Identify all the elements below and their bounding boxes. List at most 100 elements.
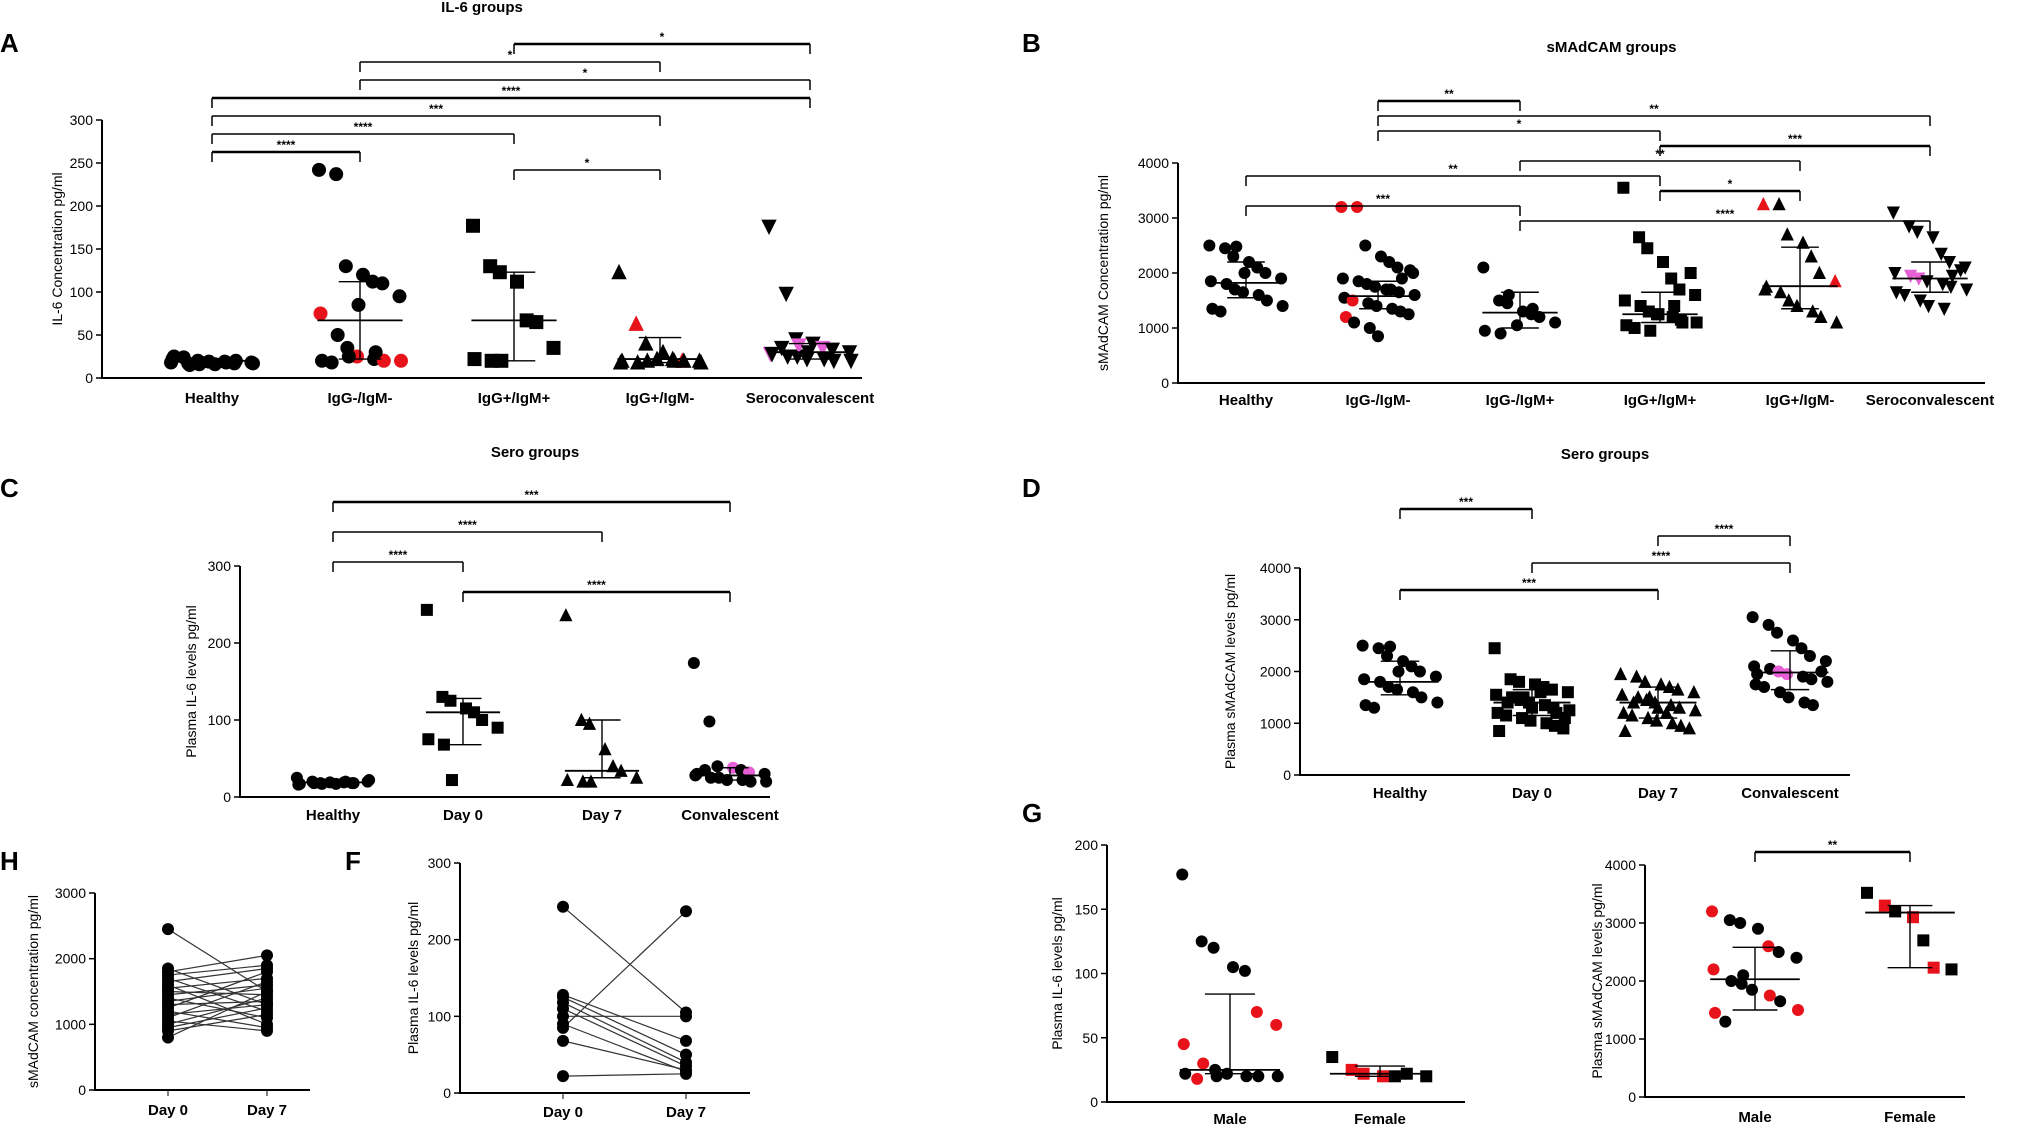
- data-point: [1910, 225, 1924, 239]
- data-point: [560, 772, 574, 787]
- data-point: [1671, 682, 1685, 696]
- paired-line: [167, 967, 268, 983]
- data-point: [1774, 995, 1787, 1008]
- y-tick-label: 1000: [1260, 715, 1291, 731]
- data-point: [687, 657, 700, 670]
- data-point: [744, 775, 757, 788]
- data-point: [1674, 718, 1688, 732]
- paired-line: [167, 977, 268, 989]
- y-tick-label: 0: [1628, 1089, 1636, 1105]
- panel-c: C Sero groups 0 100 200 300 Plasma IL-6 levels…: [0, 444, 779, 824]
- data-point: [791, 338, 807, 354]
- paired-line: [167, 954, 268, 973]
- data-point: [1746, 983, 1758, 996]
- paired-line: [167, 987, 268, 1002]
- data-point: [1806, 699, 1819, 712]
- data-point: [1888, 267, 1902, 281]
- data-point: [176, 350, 191, 365]
- data-point: [1545, 683, 1558, 696]
- data-point: [630, 770, 644, 784]
- data-point: [1763, 989, 1776, 1002]
- data-point: [1812, 265, 1827, 279]
- data-point: [1751, 668, 1764, 681]
- data-point: [1348, 316, 1361, 329]
- data-point: [1814, 309, 1828, 323]
- significance-label: *: [585, 156, 590, 170]
- y-tick-label: 300: [428, 855, 452, 871]
- y-tick-label: 0: [85, 370, 93, 386]
- y-axis-label: sMAdCAM concentration pg/ml: [25, 895, 41, 1088]
- data-point: [1642, 690, 1657, 704]
- data-point: [1668, 300, 1681, 312]
- x-category-label: Healthy: [185, 390, 240, 407]
- data-point: [422, 733, 435, 746]
- y-axis-label: Plasma sMAdCAM levels pg/ml: [1589, 883, 1605, 1078]
- y-tick-label: 200: [208, 635, 232, 651]
- data-point: [1913, 294, 1927, 308]
- x-category-label: IgG-/IgM-: [1346, 392, 1411, 409]
- data-point: [1431, 696, 1444, 709]
- panel-letter: B: [1022, 28, 1041, 58]
- data-point: [1628, 322, 1641, 334]
- data-point: [1719, 1015, 1732, 1028]
- point-day7: [680, 1067, 692, 1080]
- panel-letter: A: [0, 28, 19, 58]
- y-tick-label: 150: [70, 241, 94, 257]
- y-tick-label: 100: [1075, 966, 1099, 982]
- data-point: [1633, 231, 1646, 244]
- data-point: [799, 352, 815, 368]
- paired-line: [167, 990, 268, 996]
- data-point: [1477, 261, 1490, 274]
- data-point: [392, 289, 407, 304]
- data-point: [445, 774, 458, 787]
- data-point: [1346, 294, 1359, 307]
- data-point: [693, 354, 709, 370]
- y-tick-label: 0: [223, 789, 231, 805]
- data-point: [338, 259, 353, 274]
- data-point: [1557, 722, 1570, 735]
- data-point: [1676, 316, 1689, 329]
- data-point: [1780, 227, 1794, 241]
- data-point: [1336, 272, 1349, 285]
- data-point: [1944, 280, 1958, 294]
- data-point: [1926, 231, 1940, 245]
- data-point: [1219, 242, 1232, 255]
- x-category-label: Female: [1354, 1111, 1406, 1127]
- data-point: [1804, 249, 1818, 263]
- paired-line: [167, 1010, 268, 1029]
- data-point: [1792, 1004, 1804, 1016]
- x-category-label: Healthy: [306, 807, 361, 824]
- panel-title: Sero groups: [1561, 446, 1649, 463]
- x-category-label: Seroconvalescent: [1866, 392, 1994, 409]
- data-point: [760, 775, 773, 788]
- data-point: [1517, 691, 1530, 704]
- y-tick-label: 0: [78, 1082, 86, 1098]
- data-point: [312, 162, 326, 177]
- data-point: [1408, 289, 1421, 301]
- y-tick-label: 3000: [1138, 210, 1169, 226]
- data-point: [1369, 280, 1381, 293]
- paired-line: [167, 971, 268, 1009]
- y-tick-label: 300: [70, 112, 94, 128]
- data-point: [1513, 675, 1526, 688]
- data-point: [1665, 716, 1680, 730]
- data-point: [1762, 618, 1775, 631]
- data-point: [1356, 639, 1369, 652]
- y-tick-label: 50: [1082, 1030, 1098, 1046]
- y-tick-label: 200: [428, 932, 452, 948]
- data-point: [1271, 1070, 1284, 1083]
- data-point: [1359, 239, 1372, 252]
- significance-label: ***: [1459, 495, 1473, 509]
- data-point: [356, 267, 370, 282]
- data-point: [1176, 868, 1189, 881]
- y-tick-label: 0: [443, 1085, 451, 1101]
- point-day0: [162, 1031, 174, 1044]
- panel-letter: F: [345, 846, 361, 876]
- data-point: [1363, 322, 1376, 334]
- data-point: [778, 286, 794, 303]
- x-category-label: Day 7: [666, 1104, 706, 1121]
- data-point: [1709, 1006, 1721, 1019]
- y-tick-label: 50: [77, 327, 93, 343]
- data-point: [246, 356, 260, 371]
- data-point: [1830, 315, 1844, 329]
